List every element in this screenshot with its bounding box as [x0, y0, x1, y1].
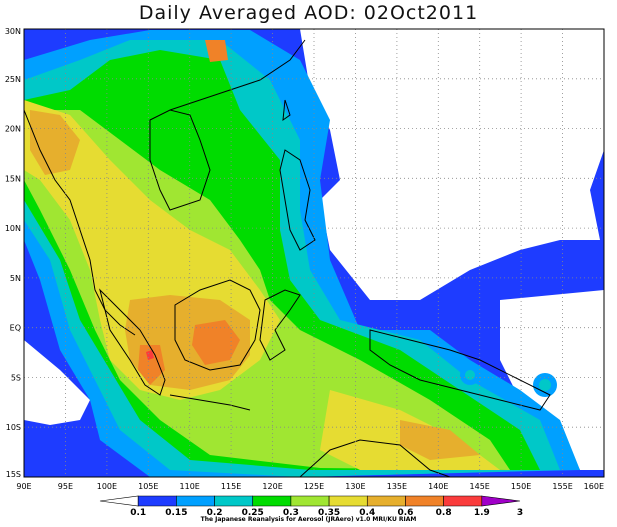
colorbar-label: 0.15 — [165, 508, 187, 518]
coastlines — [24, 39, 551, 477]
coast-taiwan — [282, 99, 291, 122]
colorbar-segment — [176, 495, 215, 507]
colorbar-label: 3 — [517, 508, 523, 518]
lon-label: 155E — [552, 482, 572, 491]
lat-label: 10N — [5, 224, 21, 233]
map-title: Daily Averaged AOD: 02Oct2011 — [138, 2, 479, 24]
lat-label: 5N — [10, 274, 21, 283]
lon-label: 110E — [180, 482, 200, 491]
coast-new-guinea — [369, 329, 551, 411]
lat-label: 30N — [5, 27, 21, 36]
lat-label: 20N — [5, 125, 21, 134]
credit-line: The Japanese Reanalysis for Aerosol (JRA… — [200, 516, 417, 523]
aod-low-region-northeast — [300, 29, 604, 300]
lon-label: 120E — [262, 482, 282, 491]
lon-label: 125E — [304, 482, 324, 491]
lat-label: 25N — [5, 75, 21, 84]
colorbar-segment — [214, 495, 254, 507]
colorbar-segment — [328, 495, 368, 507]
colorbar-label: 0.2 — [207, 508, 223, 518]
colorbar-segment — [405, 495, 444, 507]
coast-sulawesi — [259, 289, 301, 361]
aod-band-orange-north — [30, 110, 80, 175]
graticule — [24, 29, 604, 477]
colorbar-segment — [290, 495, 330, 507]
coast-sumatra — [99, 288, 166, 396]
lat-label: 5S — [11, 373, 21, 382]
colorbar-label: 0.25 — [242, 508, 264, 518]
colorbar-segment — [443, 495, 483, 507]
colorbar-label: 0.4 — [359, 508, 375, 518]
aod-low-region-southwest — [24, 340, 90, 425]
lon-label: 135E — [387, 482, 407, 491]
lon-label: 145E — [470, 482, 490, 491]
lon-label: 95E — [58, 482, 73, 491]
lon-axis: 90E 95E 100E 105E 110E 115E 120E 125E 13… — [16, 482, 604, 491]
lon-label: 140E — [428, 482, 448, 491]
colorbar-label: 0.35 — [318, 508, 340, 518]
lat-axis: 30N 25N 20N 15N 10N 5N EQ 5S 10S 15S — [5, 27, 21, 479]
coast-australia — [299, 439, 451, 477]
colorbar-label: 0.3 — [283, 508, 299, 518]
coast-borneo — [174, 279, 261, 371]
colorbar-segment — [99, 495, 139, 507]
colorbar-segment — [252, 495, 292, 507]
lon-label: 130E — [345, 482, 365, 491]
colorbar-segment — [366, 495, 406, 507]
lon-label: 105E — [138, 482, 158, 491]
lon-label: 150E — [511, 482, 531, 491]
colorbar-label: 0.1 — [130, 508, 146, 518]
coast-china — [169, 39, 306, 111]
colorbar-label: 1.9 — [474, 508, 490, 518]
lat-label: 15S — [6, 470, 21, 479]
lon-label: 160E — [584, 482, 604, 491]
lat-label: 15N — [5, 174, 21, 183]
coast-indochina — [24, 109, 211, 336]
colorbar-label: 0.6 — [397, 508, 413, 518]
map-frame — [23, 28, 605, 478]
aod-band-orange-china — [205, 40, 228, 62]
lon-label: 115E — [221, 482, 241, 491]
colorbar-label: 0.8 — [436, 508, 452, 518]
colorbar-segment — [481, 495, 521, 507]
coast-java — [169, 394, 251, 411]
aod-band-orange-south — [400, 420, 480, 460]
aod-band-dark-orange — [192, 320, 240, 365]
lat-label: EQ — [10, 324, 21, 333]
colorbar: 0.1 0.15 0.2 0.25 0.3 0.35 0.4 0.6 0.8 1.9 3 — [99, 495, 523, 518]
colorbar-segment — [137, 495, 177, 507]
lon-label: 90E — [16, 482, 31, 491]
coast-philippines — [279, 149, 316, 251]
lon-label: 100E — [97, 482, 117, 491]
lat-label: 10S — [6, 423, 21, 432]
aod-band-orange-sumatra — [138, 345, 165, 385]
